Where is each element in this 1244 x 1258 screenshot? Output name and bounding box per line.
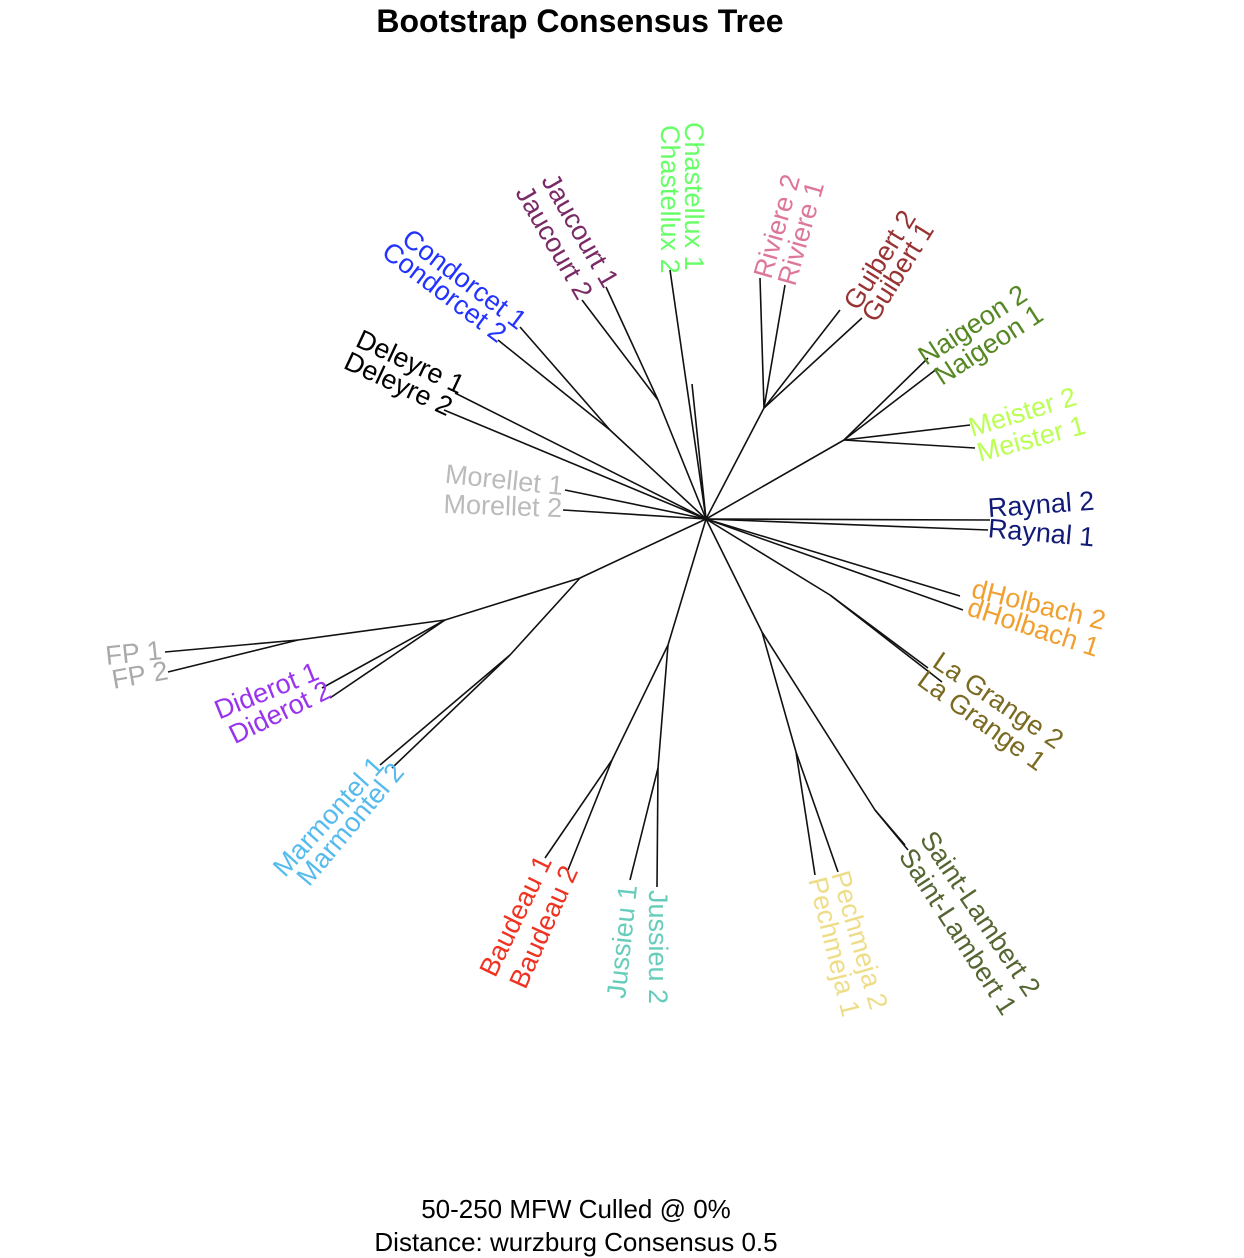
tree-branch (581, 299, 659, 401)
tree-branch (705, 518, 989, 531)
tree-branch (705, 518, 964, 611)
tree-branch (567, 759, 613, 871)
tree-branch (443, 409, 707, 520)
tree-branch (497, 339, 611, 431)
tree-branch (321, 619, 446, 689)
tree-branch (167, 639, 299, 673)
tree-branch (763, 317, 863, 409)
tree-branch (164, 639, 299, 653)
tree-branches (164, 269, 991, 888)
tree-branch (629, 767, 659, 881)
tree-branch (562, 509, 707, 520)
tree-branch (509, 577, 581, 656)
tree-branch (705, 518, 961, 597)
tree-branch (843, 424, 971, 441)
tree-branch (657, 644, 669, 769)
tree-branch (691, 383, 707, 520)
tree-branch (763, 284, 786, 409)
tree-branch (669, 269, 707, 520)
leaf-label-chastellux-2: Chastellux 2 (655, 125, 685, 274)
tree-branch (795, 751, 839, 873)
leaf-label-jussieu-2: Jussieu 2 (643, 890, 673, 1004)
leaf-label-fp-1: FP 1 (104, 635, 163, 671)
tree-branch (705, 518, 991, 521)
tree-branch (843, 439, 976, 449)
tree-branch (379, 654, 511, 766)
tree-branch (763, 309, 841, 409)
tree-branch (519, 326, 611, 431)
tree-branch (657, 399, 707, 520)
diagram-subtitle-line2: Distance: wurzburg Consensus 0.5 (374, 1227, 777, 1257)
tree-branch (761, 631, 876, 811)
tree-branch (759, 277, 765, 409)
diagram-subtitle-line1: 50-250 MFW Culled @ 0% (421, 1194, 731, 1224)
tree-branch (829, 594, 929, 669)
tree-branch (605, 286, 659, 401)
tree-branch (656, 767, 659, 888)
tree-branch (391, 654, 511, 769)
tree-branch (705, 518, 831, 596)
tree-branch (795, 751, 816, 876)
tree-branch (329, 619, 446, 699)
tree-branch (667, 518, 707, 646)
tree-branch (564, 489, 707, 520)
tree-branch (544, 759, 613, 859)
diagram-title: Bootstrap Consensus Tree (376, 3, 783, 39)
tree-branch (705, 518, 763, 633)
tree-branch (611, 644, 669, 761)
tree-branch (297, 619, 446, 641)
tree-branch (843, 367, 939, 441)
leaf-label-chastellux-1: Chastellux 1 (679, 122, 709, 271)
tree-branch (761, 631, 797, 753)
tree-branch (609, 429, 707, 520)
tree-branch (705, 439, 845, 520)
leaf-label-raynal-2: Raynal 2 (987, 486, 1095, 523)
tree-branch (874, 809, 906, 846)
leaf-label-morellet-2: Morellet 2 (443, 489, 563, 523)
leaf-label-jussieu-1: Jussieu 1 (601, 883, 643, 1000)
tree-branch (454, 392, 707, 520)
tree-branch (843, 357, 929, 441)
tree-branch (579, 518, 707, 579)
tree-branch (705, 407, 765, 520)
tree-branch (444, 577, 581, 621)
